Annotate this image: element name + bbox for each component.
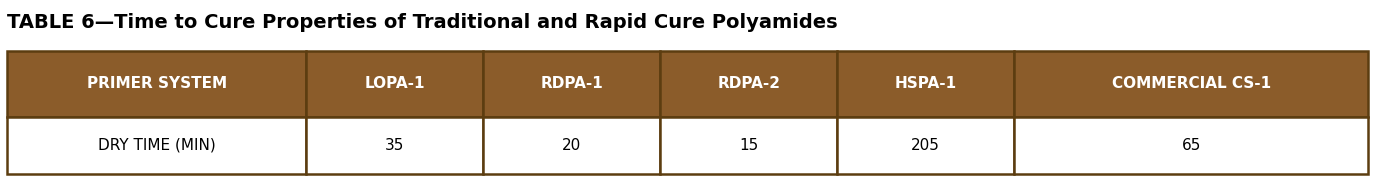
Text: RDPA-2: RDPA-2 (718, 76, 780, 91)
Text: 20: 20 (562, 138, 582, 153)
Bar (307, 51, 484, 117)
Bar (660, 117, 837, 174)
Bar (484, 117, 660, 174)
Text: 65: 65 (1181, 138, 1200, 153)
Text: RDPA-1: RDPA-1 (540, 76, 604, 91)
Text: DRY TIME (MIN): DRY TIME (MIN) (98, 138, 216, 153)
Bar (837, 51, 1015, 117)
Text: HSPA-1: HSPA-1 (895, 76, 957, 91)
Text: 35: 35 (385, 138, 404, 153)
Bar (660, 51, 837, 117)
Text: LOPA-1: LOPA-1 (364, 76, 425, 91)
Bar (484, 51, 660, 117)
Text: PRIMER SYSTEM: PRIMER SYSTEM (87, 76, 227, 91)
Bar (7, 51, 307, 117)
Text: 15: 15 (740, 138, 759, 153)
Bar (837, 117, 1015, 174)
Text: COMMERCIAL CS-1: COMMERCIAL CS-1 (1111, 76, 1270, 91)
Text: TABLE 6—Time to Cure Properties of Traditional and Rapid Cure Polyamides: TABLE 6—Time to Cure Properties of Tradi… (7, 13, 837, 32)
Bar (1015, 51, 1368, 117)
Text: 205: 205 (912, 138, 940, 153)
Bar (1015, 117, 1368, 174)
Bar (7, 117, 307, 174)
Bar (307, 117, 484, 174)
